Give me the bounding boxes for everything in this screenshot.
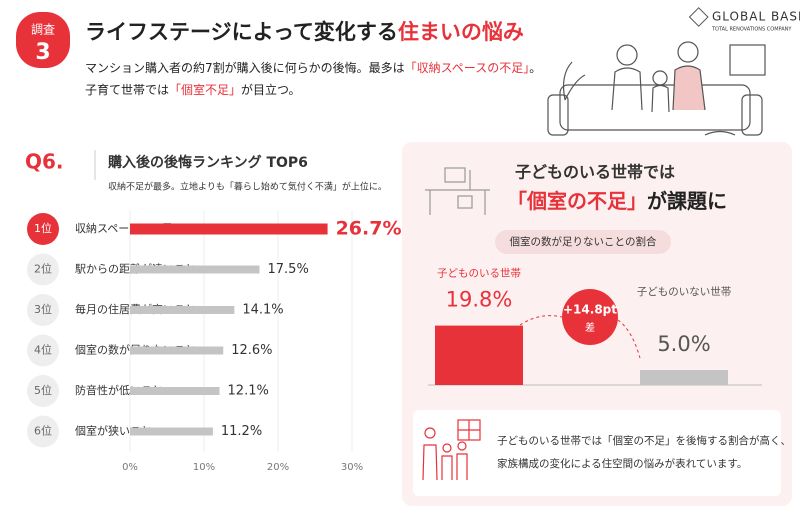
logo-tagline: TOTAL RENOVATIONS COMPANY: [711, 27, 792, 33]
bar: [130, 427, 213, 436]
lead-part: 「個室不足」: [169, 82, 241, 97]
rank-badge: [27, 294, 59, 326]
connector: [617, 319, 641, 359]
badge: [16, 12, 70, 68]
subtitle-pill: [495, 230, 671, 254]
rank: 2位: [34, 262, 52, 276]
note-text: 子どものいる世帯では「個室の不足」を後悔する割合が高く、: [497, 434, 791, 447]
x-tick-label: 10%: [193, 462, 215, 473]
difference-label: +14.8pt: [563, 303, 617, 317]
lead: マンション購入者の約7割が購入後に何らかの後悔。最多は「収納スペースの不足」。: [85, 60, 541, 75]
chart-title: 子どものいる世帯では: [515, 163, 675, 182]
difference-sublabel: 差: [585, 321, 595, 334]
rank-badge: [27, 375, 59, 407]
logo-name: GLOBAL BASE: [712, 10, 800, 24]
illustration: [547, 41, 766, 136]
title-part: 住まいの悩み: [398, 20, 524, 44]
rank: 3位: [34, 302, 52, 316]
lead-part: 子育て世帯では: [85, 82, 169, 97]
value-label: 12.6%: [231, 343, 272, 358]
bar: [435, 325, 523, 385]
chart-subtitle: 収納不足が最多。立地よりも「暮らし始めて気付く不満」が上位に。: [108, 181, 387, 193]
title: ライフステージによって変化する住まいの悩み: [85, 20, 524, 44]
lead-part: 。: [529, 61, 541, 75]
lead: 子育て世帯では「個室不足」が目立つ。: [85, 82, 301, 97]
note-text: 家族構成の変化による住空間の悩みが表れています。: [497, 457, 747, 470]
bar: [130, 346, 224, 355]
value-label: 19.8%: [446, 288, 513, 312]
title-part: ライフステージによって変化する: [85, 20, 398, 44]
bar: [130, 306, 235, 314]
value-label: 5.0%: [657, 332, 710, 356]
headline-part: 「個室の不足」: [507, 189, 647, 213]
logo-mark: [688, 7, 709, 27]
rank: 5位: [34, 383, 52, 397]
rank-badge: [27, 213, 59, 245]
rank: 1位: [34, 221, 52, 235]
category-label: 子どものいる世帯: [437, 267, 521, 280]
question-label: Q6.: [25, 150, 64, 174]
difference-badge: [562, 289, 618, 345]
rank-badge: [27, 415, 59, 448]
rank: 4位: [34, 343, 52, 357]
x-tick-label: 30%: [341, 462, 363, 473]
desk-icon: [425, 167, 490, 215]
lead-part: マンション購入者の約7割が購入後に何らかの後悔。最多は: [85, 60, 405, 75]
value-label: 14.1%: [242, 303, 283, 318]
headline-part: が課題に: [647, 189, 727, 213]
x-tick-label: 0%: [122, 462, 138, 473]
bar: [640, 370, 728, 385]
family-icon: [422, 419, 481, 481]
value-label: 12.1%: [228, 384, 269, 399]
bar: [130, 265, 260, 274]
badge-number: 3: [35, 40, 50, 65]
chart-subtitle: 個室の数が足りないことの割合: [510, 235, 657, 248]
bar: [130, 387, 220, 395]
x-tick-label: 20%: [267, 462, 289, 473]
headline: 「個室の不足」が課題に: [507, 189, 727, 213]
category-label: 子どものいない世帯: [637, 285, 732, 298]
note-box: [413, 410, 781, 496]
rank-badge: [27, 253, 59, 286]
lead-part: が目立つ。: [241, 82, 301, 97]
badge-label: 調査: [31, 23, 55, 37]
chart-title: 購入後の後悔ランキング TOP6: [107, 154, 308, 171]
rank-badge: [27, 334, 59, 367]
rank: 6位: [34, 424, 52, 438]
lead-part: 「収納スペースの不足」: [405, 61, 530, 75]
value-label: 11.2%: [221, 424, 262, 439]
value-label: 26.7%: [336, 218, 402, 240]
bar: [130, 223, 328, 235]
value-label: 17.5%: [268, 262, 309, 277]
